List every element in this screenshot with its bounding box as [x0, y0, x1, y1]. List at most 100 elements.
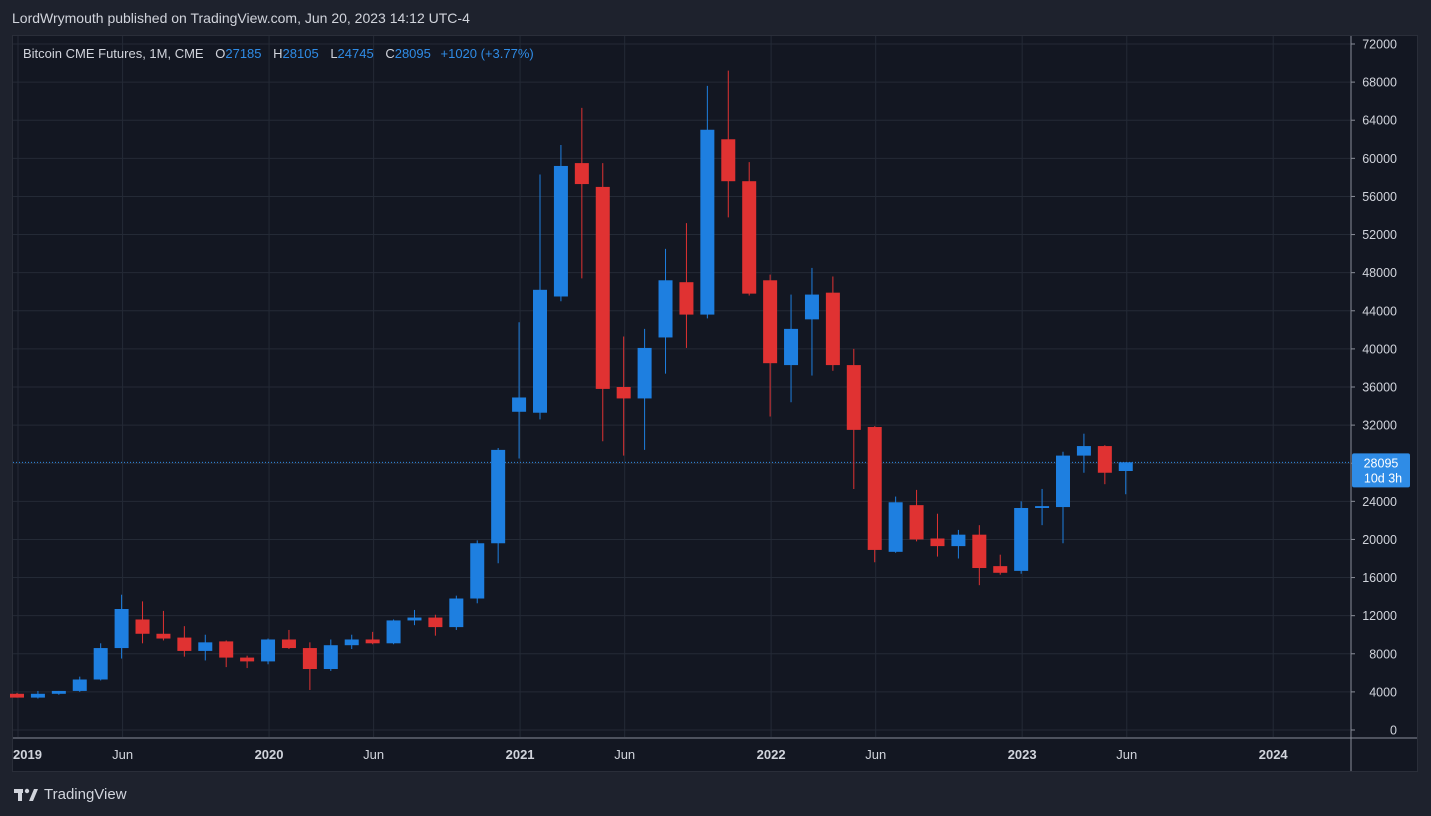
low-label: L [330, 46, 338, 61]
candle-body[interactable] [930, 538, 945, 547]
last-price-tag-value: 28095 [1364, 456, 1399, 470]
candle-body[interactable] [972, 534, 987, 569]
y-tick-label: 32000 [1362, 419, 1397, 433]
candle-body[interactable] [742, 181, 757, 294]
change-value: +1020 (+3.77%) [440, 46, 534, 61]
y-tick-label: 36000 [1362, 381, 1397, 395]
candle-body[interactable] [951, 534, 966, 547]
close-value: 28095 [394, 46, 431, 61]
candle-body[interactable] [177, 637, 192, 651]
candle-body[interactable] [700, 129, 715, 315]
close-label: C [385, 46, 395, 61]
y-tick-label: 8000 [1369, 647, 1397, 661]
y-tick-label: 0 [1390, 724, 1397, 738]
low-value: 24745 [337, 46, 374, 61]
candle-body[interactable] [365, 639, 380, 644]
tradingview-logo-icon [14, 788, 38, 801]
candle-body[interactable] [72, 679, 87, 691]
x-tick-label: 2020 [255, 747, 284, 762]
x-tick-label: 2024 [1259, 747, 1289, 762]
y-tick-label: 44000 [1362, 304, 1397, 318]
y-tick-label: 20000 [1362, 533, 1397, 547]
candle-body[interactable] [637, 347, 652, 399]
y-tick-label: 16000 [1362, 571, 1397, 585]
candle-body[interactable] [721, 139, 736, 182]
y-tick-label: 56000 [1362, 190, 1397, 204]
candle-body[interactable] [888, 502, 903, 552]
candle-body[interactable] [595, 186, 610, 389]
y-tick-label: 4000 [1369, 685, 1397, 699]
candle-body[interactable] [470, 543, 485, 599]
x-tick-label: Jun [865, 747, 886, 762]
candle-body[interactable] [1014, 508, 1029, 571]
candle-body[interactable] [135, 619, 150, 634]
candle-body[interactable] [51, 690, 66, 694]
x-tick-label: 2023 [1008, 747, 1037, 762]
y-tick-label: 60000 [1362, 152, 1397, 166]
candle-body[interactable] [658, 280, 673, 338]
x-tick-label: 2022 [757, 747, 786, 762]
symbol-name[interactable]: Bitcoin CME Futures, 1M, CME [23, 46, 204, 61]
candle-body[interactable] [1118, 462, 1133, 471]
candle-body[interactable] [1056, 455, 1070, 508]
candle-body[interactable] [198, 642, 213, 651]
candle-body[interactable] [784, 328, 799, 366]
candle-body[interactable] [679, 282, 694, 315]
candle-body[interactable] [616, 387, 631, 399]
x-tick-label: Jun [1116, 747, 1137, 762]
candle-body[interactable] [219, 641, 234, 658]
candle-body[interactable] [993, 566, 1008, 573]
open-value: 27185 [225, 46, 262, 61]
y-tick-label: 24000 [1362, 495, 1397, 509]
candle-body[interactable] [846, 365, 861, 430]
candle-body[interactable] [93, 648, 108, 680]
candle-body[interactable] [156, 633, 171, 639]
candle-body[interactable] [763, 280, 778, 364]
candle-body[interactable] [261, 639, 276, 662]
candle-body[interactable] [825, 292, 840, 366]
x-tick-label: 2019 [13, 747, 42, 762]
candle-body[interactable] [386, 620, 401, 644]
candle-body[interactable] [512, 397, 527, 412]
candle-body[interactable] [491, 449, 506, 544]
x-tick-label: Jun [614, 747, 635, 762]
y-tick-label: 68000 [1362, 76, 1397, 90]
candle-body[interactable] [867, 427, 882, 550]
candle-body[interactable] [1076, 446, 1091, 456]
candle-body[interactable] [428, 617, 443, 628]
candle-body[interactable] [344, 639, 359, 646]
last-price-tag-countdown: 10d 3h [1364, 471, 1402, 485]
symbol-legend[interactable]: Bitcoin CME Futures, 1M, CME O27185 H281… [23, 46, 534, 61]
tradingview-brand-text: TradingView [44, 786, 127, 803]
last-price-tag [1352, 453, 1410, 488]
y-tick-label: 40000 [1362, 342, 1397, 356]
candle-body[interactable] [1097, 446, 1112, 473]
candle-body[interactable] [804, 294, 819, 320]
candle-body[interactable] [449, 598, 464, 628]
candle-body[interactable] [553, 165, 568, 297]
candle-body[interactable] [10, 693, 24, 698]
open-label: O [215, 46, 226, 61]
high-label: H [273, 46, 283, 61]
candle-body[interactable] [30, 693, 45, 698]
candle-body[interactable] [240, 657, 255, 662]
publisher-caption: LordWrymouth published on TradingView.co… [12, 10, 470, 26]
tradingview-logo[interactable]: TradingView [14, 786, 127, 803]
y-tick-label: 12000 [1362, 609, 1397, 623]
y-tick-label: 72000 [1362, 38, 1397, 52]
candle-body[interactable] [302, 648, 317, 670]
y-tick-label: 48000 [1362, 266, 1397, 280]
candle-body[interactable] [533, 289, 547, 413]
x-tick-label: Jun [363, 747, 384, 762]
x-tick-label: 2021 [506, 747, 535, 762]
candle-body[interactable] [407, 617, 422, 621]
candle-body[interactable] [1035, 506, 1050, 509]
candle-body[interactable] [574, 163, 589, 185]
candle-body[interactable] [114, 608, 129, 649]
candle-body[interactable] [909, 505, 924, 540]
x-tick-label: Jun [112, 747, 133, 762]
candle-body[interactable] [281, 639, 296, 649]
candle-body[interactable] [323, 645, 338, 670]
y-tick-label: 52000 [1362, 228, 1397, 242]
